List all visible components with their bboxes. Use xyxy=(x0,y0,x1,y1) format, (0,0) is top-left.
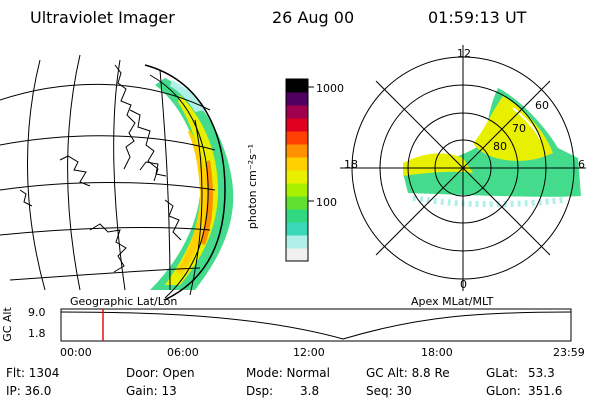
color-scale-segment xyxy=(286,235,308,249)
date-label: 26 Aug 00 xyxy=(272,8,355,27)
color-scale-segment xyxy=(286,144,308,158)
mode-value: Mode: Normal xyxy=(246,366,330,380)
polar-grid xyxy=(340,45,586,291)
orbit-xtick-0: 00:00 xyxy=(60,346,92,359)
sequence-number: Seq: 30 xyxy=(366,384,412,398)
mlt-label-0: 0 xyxy=(460,278,467,291)
color-scale-segment xyxy=(286,183,308,197)
color-scale-segment xyxy=(286,79,308,93)
ip-value: IP: 36.0 xyxy=(6,384,52,398)
right-panel-label: Apex MLat/MLT xyxy=(411,295,494,308)
mlt-label-12: 12 xyxy=(457,47,471,60)
color-scale-bar xyxy=(285,78,314,262)
door-status: Door: Open xyxy=(126,366,195,380)
color-scale-segment xyxy=(286,248,308,262)
dsp-label: Dsp: xyxy=(246,384,274,398)
glon-value: 351.6 xyxy=(528,384,563,398)
instrument-title: Ultraviolet Imager xyxy=(30,8,175,27)
mlat-label-60: 60 xyxy=(535,99,549,112)
orbit-altitude-curve xyxy=(60,311,572,340)
glat-value: 53.3 xyxy=(528,366,555,380)
orbit-xtick-4: 23:59 xyxy=(553,346,585,359)
colorbar-tick-label-100: 100 xyxy=(316,196,337,209)
left-panel-label: Geographic Lat/Lon xyxy=(70,295,178,308)
colorbar-unit-label: photon cm⁻²s⁻¹ xyxy=(246,143,260,230)
aurora-emission-band xyxy=(150,78,234,290)
mlt-label-18: 18 xyxy=(344,158,358,171)
time-label: 01:59:13 UT xyxy=(428,8,527,27)
color-scale-segment xyxy=(286,170,308,184)
color-scale-segment xyxy=(286,131,308,145)
flight-number: Flt: 1304 xyxy=(6,366,60,380)
color-scale-gradient xyxy=(286,79,308,262)
polar-plot xyxy=(340,45,586,291)
geographic-map xyxy=(0,54,234,300)
orbit-ylabel: GC Alt xyxy=(0,307,14,342)
color-scale-segment xyxy=(286,196,308,210)
graticule-lines xyxy=(0,54,226,300)
mlt-label-6: 6 xyxy=(578,158,585,171)
glon-label: GLon: xyxy=(486,384,521,398)
aurora-polar-emission xyxy=(403,88,581,208)
gc-altitude: GC Alt: 8.8 Re xyxy=(366,366,450,380)
orbit-xtick-3: 18:00 xyxy=(421,346,453,359)
colorbar-tick-label-1000: 1000 xyxy=(316,82,344,95)
color-scale-segment xyxy=(286,118,308,132)
orbit-altitude-plot xyxy=(60,308,572,342)
coastlines xyxy=(19,64,182,273)
dsp-value: 3.8 xyxy=(300,384,320,398)
color-scale-segment xyxy=(286,222,308,236)
glat-label: GLat: xyxy=(486,366,519,380)
mlat-label-80: 80 xyxy=(493,140,507,153)
orbit-xtick-2: 12:00 xyxy=(293,346,325,359)
orbit-ytick-high: 9.0 xyxy=(28,306,46,319)
color-scale-segment xyxy=(286,157,308,171)
orbit-ytick-low: 1.8 xyxy=(28,327,46,340)
color-scale-segment xyxy=(286,105,308,119)
orbit-xtick-1: 06:00 xyxy=(167,346,199,359)
color-scale-segment xyxy=(286,209,308,223)
mlat-label-70: 70 xyxy=(512,122,526,135)
gain-value: Gain: 13 xyxy=(126,384,177,398)
color-scale-segment xyxy=(286,92,308,106)
